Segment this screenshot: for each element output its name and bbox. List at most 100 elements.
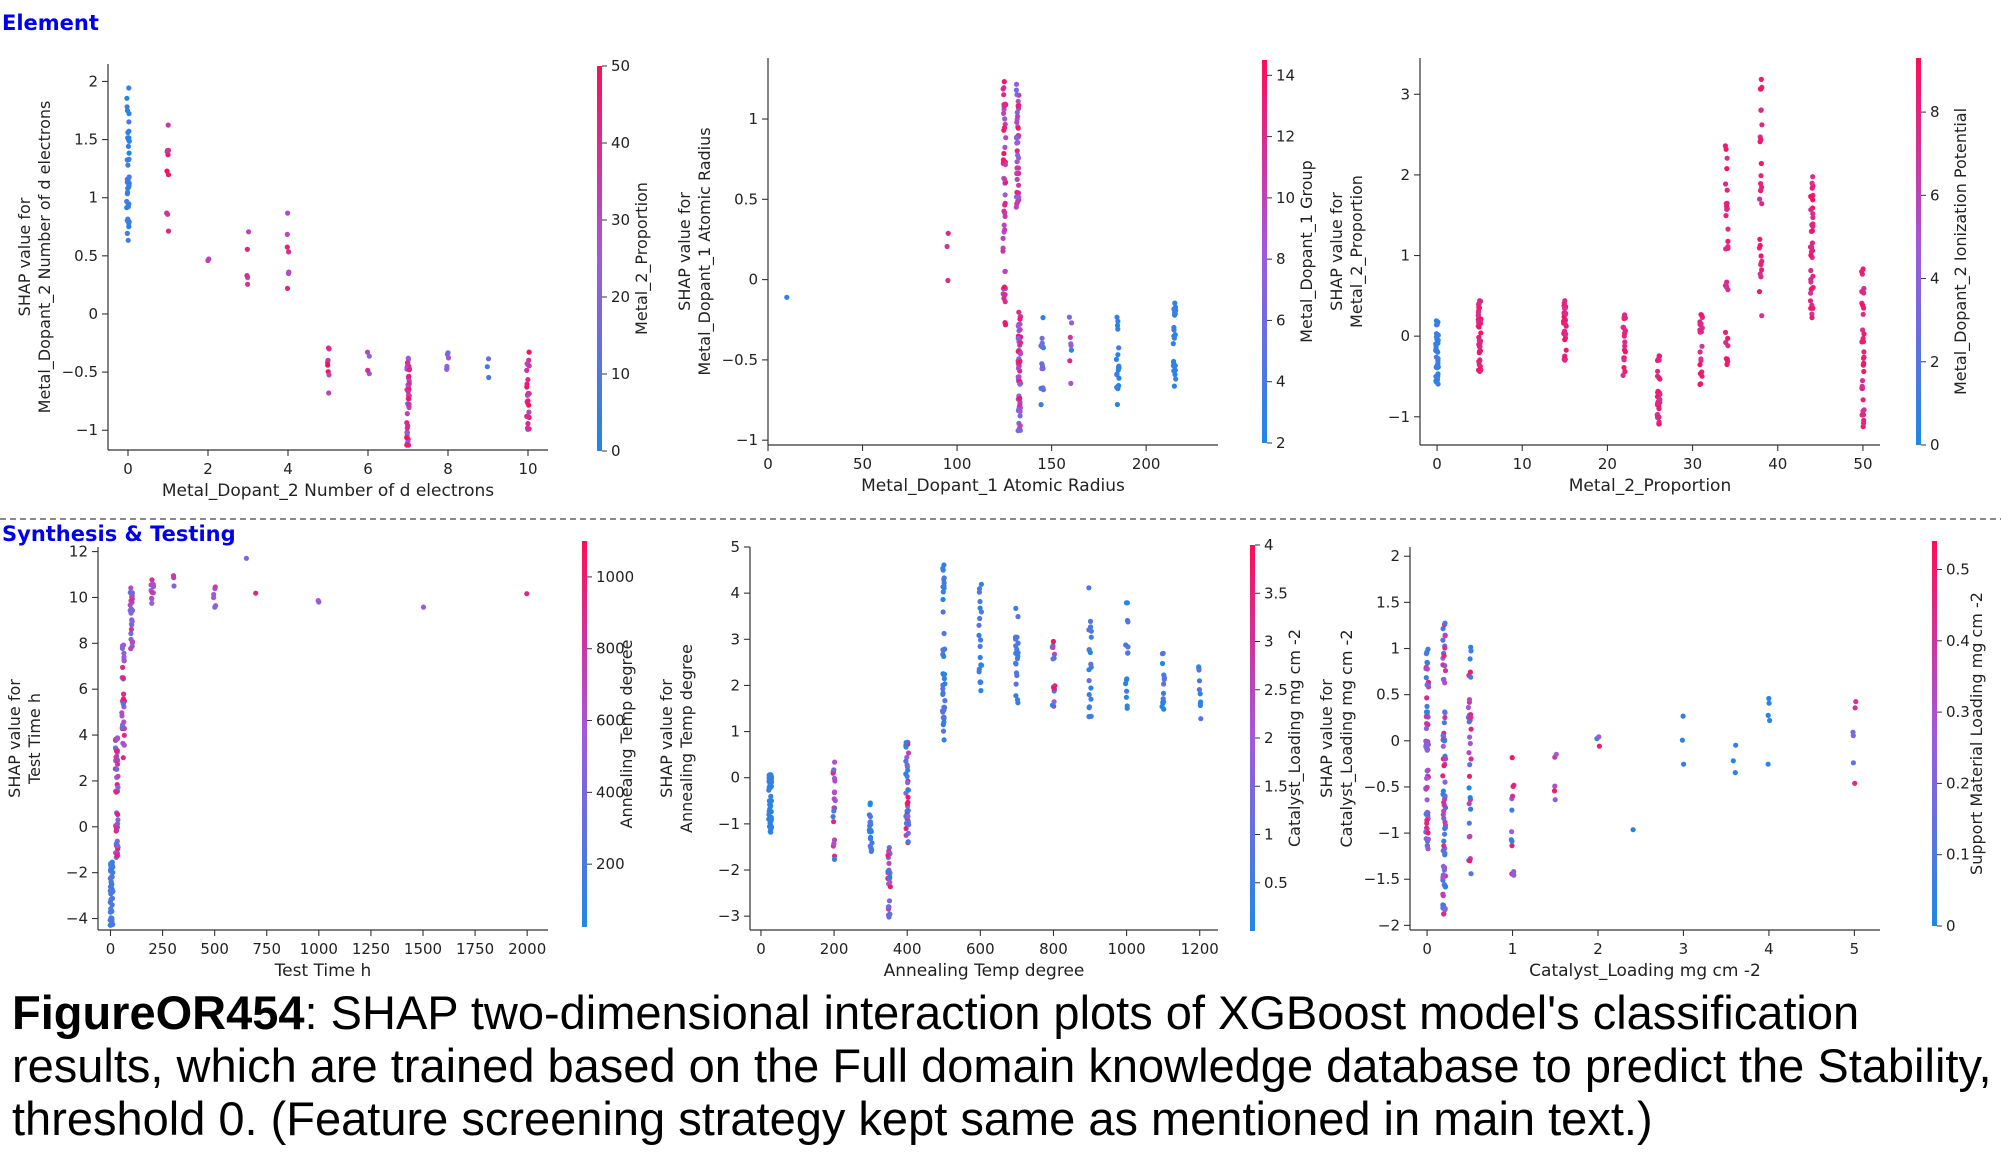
y-tick-label: −1 [76, 421, 98, 439]
scatter-point [1015, 103, 1021, 109]
scatter-point [1860, 327, 1866, 333]
scatter-point [405, 396, 411, 402]
scatter-point [1733, 742, 1739, 748]
scatter-point [1066, 314, 1072, 320]
scatter-point [1002, 116, 1008, 122]
scatter-point [406, 401, 412, 407]
scatter-point [976, 669, 982, 675]
scatter-point [125, 162, 131, 168]
scatter-point [1051, 699, 1057, 705]
y-tick-label: −3 [718, 907, 740, 925]
colorbar-tick-label: 2 [1930, 353, 1940, 371]
scatter-point [1723, 339, 1729, 346]
y-axis-label: Metal_2_Proportion [1347, 175, 1367, 328]
scatter-point [485, 356, 492, 362]
scatter-point [246, 229, 252, 235]
scatter-point [114, 766, 120, 772]
scatter-point [1622, 312, 1628, 318]
scatter-point [1722, 143, 1728, 149]
colorbar-tick-label: 0.5 [1264, 874, 1288, 892]
scatter-point [1123, 677, 1130, 683]
scatter-point [1015, 113, 1021, 119]
scatter-point [979, 662, 985, 668]
scatter-point [1017, 351, 1024, 357]
scatter-point [1440, 812, 1446, 818]
scatter-point [867, 843, 873, 849]
scatter-point [1114, 314, 1120, 320]
y-tick-label: 4 [730, 584, 740, 602]
scatter-point [1016, 374, 1022, 380]
colorbar-tick-label: 0.5 [1946, 561, 1970, 579]
scatter-point [1852, 780, 1858, 786]
scatter-point [1069, 320, 1075, 326]
y-tick-label: −1 [1388, 408, 1410, 426]
scatter-point [1442, 779, 1448, 785]
scatter-point [1810, 221, 1816, 227]
colorbar-label: Annealing Temp degree [617, 640, 636, 829]
y-tick-label: 0 [78, 818, 88, 836]
scatter-point [1086, 667, 1092, 673]
scatter-point [124, 230, 130, 236]
scatter-point [366, 353, 372, 359]
scatter-point [831, 789, 838, 795]
scatter-points [124, 85, 532, 448]
scatter-point [406, 367, 412, 373]
scatter-point [978, 637, 984, 643]
scatter-point [1810, 214, 1816, 221]
scatter-point [1434, 321, 1440, 328]
scatter-point [1425, 846, 1431, 852]
scatter-point [903, 825, 909, 832]
y-tick-label: 6 [78, 680, 88, 698]
scatter-point [1114, 384, 1120, 390]
scatter-point [1001, 150, 1007, 157]
scatter-point [905, 839, 911, 845]
scatter-point [1435, 371, 1441, 377]
scatter-point [1424, 775, 1430, 781]
colorbar-tick-label: 6 [1276, 311, 1286, 329]
scatter-point [1123, 642, 1129, 648]
y-axis-label: SHAP value for [5, 679, 24, 798]
scatter-point [1441, 653, 1447, 659]
scatter-point [1002, 200, 1008, 206]
scatter-point [1563, 310, 1569, 316]
scatter-point [404, 411, 410, 417]
scatter-point [940, 596, 946, 603]
scatter-point [243, 555, 249, 561]
scatter-point [1758, 160, 1764, 167]
scatter-point [1440, 848, 1446, 854]
scatter-point [1765, 761, 1771, 767]
scatter-point [326, 390, 332, 396]
scatter-point [1852, 705, 1858, 711]
scatter-point [1596, 734, 1602, 740]
scatter-point [1086, 692, 1092, 698]
scatter-point [904, 801, 910, 807]
scatter-point [149, 600, 155, 606]
scatter-point [244, 246, 250, 252]
scatter-point [445, 350, 451, 356]
scatter-point [940, 728, 947, 734]
scatter-point [1016, 182, 1022, 188]
scatter-point [524, 361, 530, 367]
scatter-point [1161, 681, 1167, 687]
scatter-point [1562, 337, 1568, 343]
scatter-point [1655, 388, 1661, 394]
scatter-point [1561, 330, 1567, 337]
scatter-point [1442, 756, 1449, 762]
section-label-synthesis-testing: Synthesis & Testing [2, 522, 236, 546]
scatter-point [1722, 282, 1728, 289]
scatter-point [940, 709, 946, 715]
scatter-point [1015, 98, 1021, 104]
scatter-point [1013, 670, 1020, 676]
scatter-point [1861, 305, 1867, 311]
scatter-point [766, 772, 773, 778]
scatter-point [1596, 743, 1602, 749]
scatter-point [128, 646, 134, 652]
scatter-point [1115, 352, 1121, 358]
scatter-point [831, 796, 837, 802]
scatter-point [125, 143, 131, 149]
scatter-point [1014, 92, 1020, 98]
scatter-point [1425, 767, 1431, 773]
y-tick-label: −0.5 [62, 363, 98, 381]
y-axis-label: SHAP value for [15, 197, 34, 316]
scatter-point [113, 754, 119, 760]
